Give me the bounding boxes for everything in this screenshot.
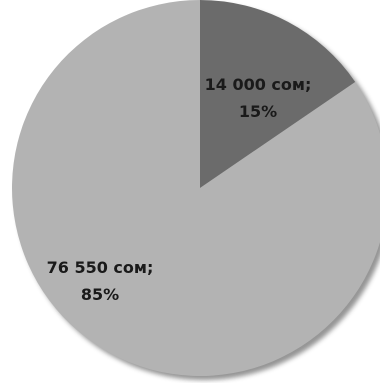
- pie-slice-1: [200, 0, 356, 188]
- pie-slice-2: [11, 0, 380, 376]
- slice-percent-label-2: 85%: [81, 285, 119, 304]
- slice-value-label-2: 76 550 сом;: [47, 258, 154, 277]
- slice-value-label-1: 14 000 сом;: [205, 75, 312, 94]
- slice-percent-label-1: 15%: [239, 102, 277, 121]
